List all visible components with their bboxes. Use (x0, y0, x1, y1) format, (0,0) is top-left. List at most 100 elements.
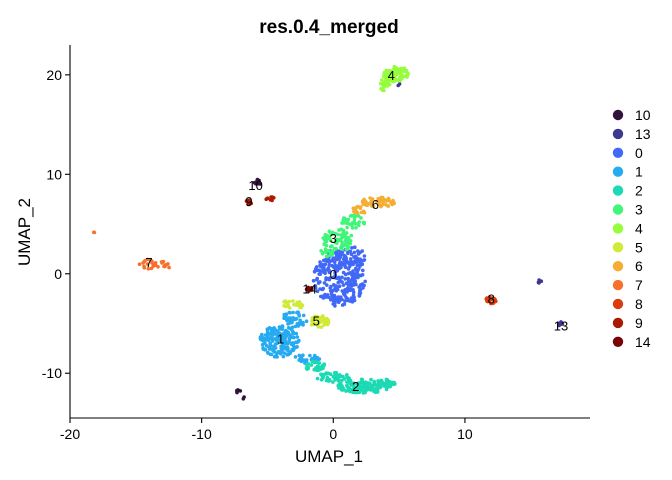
data-point (319, 378, 324, 382)
data-point (304, 358, 309, 362)
data-point (279, 346, 284, 351)
data-point (396, 78, 401, 82)
data-point (266, 351, 270, 355)
data-point (350, 382, 354, 387)
data-point (288, 333, 293, 337)
data-point (325, 236, 330, 241)
data-point (294, 331, 299, 336)
y-tick-label: 20 (46, 67, 62, 83)
data-point (356, 214, 361, 218)
data-point (321, 316, 325, 320)
data-point (325, 283, 329, 287)
x-tick-label: 0 (329, 426, 337, 442)
data-point (280, 324, 285, 328)
data-point (386, 381, 390, 386)
data-point (282, 304, 286, 308)
data-point (355, 270, 359, 274)
data-point (336, 280, 341, 285)
data-point (288, 350, 293, 354)
data-point (319, 249, 323, 253)
data-point (325, 254, 330, 259)
data-point (321, 236, 326, 240)
data-point (487, 299, 491, 304)
data-point (282, 345, 287, 349)
data-point (271, 329, 275, 334)
data-point (288, 318, 292, 322)
data-point (327, 277, 332, 282)
data-point (356, 252, 361, 256)
data-point (285, 333, 289, 338)
legend-swatch (612, 261, 624, 272)
data-point (343, 238, 348, 243)
data-point (361, 391, 366, 395)
data-point (329, 298, 333, 302)
data-point (318, 272, 323, 277)
data-point (360, 249, 365, 253)
data-point (359, 210, 364, 215)
data-point (296, 324, 301, 328)
data-point (264, 344, 269, 348)
cluster-labels-layer: 0 1 2 3 4 5 6 7 8 910 13 14 (145, 68, 568, 394)
data-point (270, 198, 274, 203)
data-point (329, 258, 334, 263)
data-point (289, 342, 294, 347)
data-point (341, 283, 346, 287)
data-point (252, 180, 257, 185)
data-point (361, 268, 365, 273)
data-point (372, 379, 377, 384)
data-point (310, 286, 314, 291)
data-point (315, 364, 320, 368)
data-point (539, 279, 544, 284)
data-point (141, 261, 145, 265)
data-point (330, 294, 334, 299)
y-tick-label: -10 (42, 365, 62, 381)
data-point (384, 377, 389, 382)
data-point (316, 281, 321, 285)
legend-item-2: 2 (612, 183, 643, 199)
data-point (357, 291, 362, 296)
legend-swatch (612, 109, 624, 121)
data-point (291, 330, 296, 335)
data-point (390, 380, 395, 385)
data-point (308, 353, 312, 358)
data-point (320, 262, 324, 267)
data-point (325, 321, 329, 325)
data-point (150, 259, 154, 264)
data-point (350, 246, 354, 250)
data-point (291, 348, 296, 353)
cluster-label-6: 6 (372, 197, 379, 212)
legend-label: 8 (635, 296, 643, 312)
data-point (354, 258, 359, 263)
cluster-points-4 (379, 64, 410, 93)
data-point (311, 318, 315, 323)
data-point (291, 310, 295, 315)
data-point (364, 202, 368, 206)
data-point (380, 88, 385, 92)
data-point (348, 239, 353, 243)
data-point (360, 377, 365, 382)
data-point (235, 390, 239, 395)
legend-label: 3 (635, 202, 643, 218)
data-point (345, 373, 349, 377)
data-point (329, 284, 333, 289)
data-point (270, 195, 275, 199)
data-point (340, 275, 344, 280)
data-point (333, 240, 337, 245)
data-point (246, 202, 250, 207)
data-point (332, 260, 337, 265)
data-point (357, 383, 362, 388)
data-point (313, 286, 318, 290)
data-point (313, 353, 317, 358)
legend-item-8: 8 (612, 296, 643, 312)
data-point (316, 357, 321, 362)
data-point (255, 177, 260, 182)
data-point (319, 325, 324, 329)
data-point (242, 395, 246, 399)
data-point (340, 289, 345, 293)
data-point (287, 310, 292, 315)
data-point (297, 300, 302, 304)
data-point (315, 376, 320, 381)
data-point (361, 202, 366, 206)
cluster-points-5 (282, 299, 331, 329)
data-point (320, 287, 325, 292)
